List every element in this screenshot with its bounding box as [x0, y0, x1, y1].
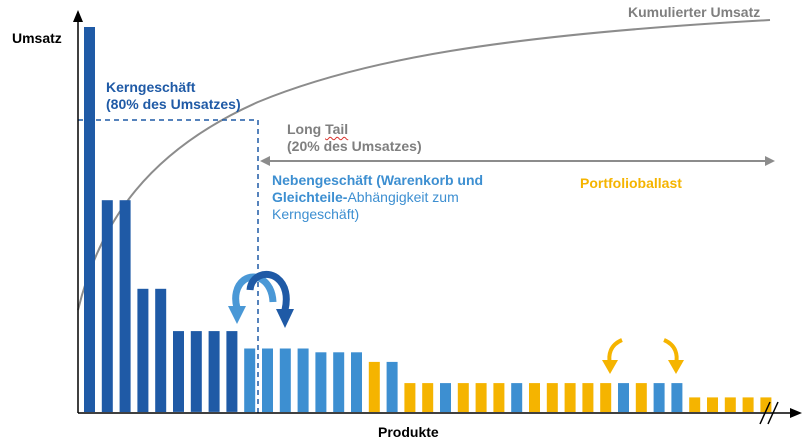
bar-5 — [155, 288, 167, 412]
secondary-business-line3: Kerngeschäft) — [272, 206, 360, 222]
portfolio-ballast-label: Portfolioballast — [580, 175, 682, 191]
secondary-business-bold-part: Gleichteile- — [272, 189, 348, 205]
bar-30 — [600, 383, 612, 412]
long-tail-share: (20% des Umsatzes) — [287, 138, 422, 154]
bar-10 — [244, 348, 256, 412]
bar-3 — [119, 200, 131, 412]
long-tail-range-arrow — [260, 156, 775, 166]
bar-36 — [707, 397, 718, 412]
bar-18 — [386, 361, 398, 412]
long-tail-title: Long Tail — [287, 121, 348, 138]
circular-arrow-dark — [246, 271, 294, 328]
bar-31 — [618, 383, 629, 412]
portfolio-arrow-left — [602, 338, 623, 374]
circular-arrow-light — [228, 273, 277, 324]
bar-8 — [208, 331, 220, 412]
bar-39 — [760, 397, 772, 412]
bar-20 — [422, 383, 434, 412]
bar-26 — [529, 383, 540, 412]
bar-22 — [457, 383, 469, 412]
bar-1 — [84, 27, 95, 412]
bar-25 — [511, 383, 523, 412]
bar-19 — [404, 383, 416, 412]
x-axis-label: Produkte — [378, 424, 439, 440]
bar-14 — [315, 352, 327, 412]
bar-28 — [564, 383, 576, 412]
bar-13 — [297, 348, 309, 412]
bar-group — [84, 27, 772, 412]
bar-4 — [137, 288, 149, 412]
bar-2 — [101, 200, 113, 412]
bar-29 — [582, 383, 594, 412]
axis-break-mark — [759, 401, 779, 425]
bar-37 — [724, 397, 736, 412]
curve-label: Kumulierter Umsatz — [628, 4, 761, 20]
bar-34 — [671, 383, 683, 412]
bar-11 — [262, 348, 273, 412]
long-tail-word-1: Long — [287, 121, 322, 137]
bar-38 — [742, 397, 754, 412]
bar-15 — [333, 352, 345, 412]
bar-23 — [475, 383, 487, 412]
bar-12 — [279, 348, 291, 412]
cumulative-revenue-curve — [77, 19, 771, 311]
bar-17 — [368, 361, 380, 412]
bar-32 — [635, 383, 647, 412]
bar-7 — [190, 331, 202, 412]
core-business-share: (80% des Umsatzes) — [106, 96, 241, 112]
long-tail-word-2: Tail — [325, 121, 349, 137]
bar-6 — [173, 331, 184, 412]
y-axis — [73, 10, 83, 413]
bar-16 — [351, 352, 362, 412]
bar-33 — [653, 383, 665, 412]
y-axis-label: Umsatz — [12, 30, 62, 46]
bar-35 — [689, 397, 701, 412]
bar-9 — [226, 331, 238, 412]
core-business-title: Kerngeschäft — [106, 79, 196, 95]
bar-21 — [440, 383, 451, 412]
x-axis — [78, 408, 802, 418]
secondary-business-line2: Gleichteile-Abhängigkeit zum — [272, 189, 459, 206]
secondary-business-rest: Abhängigkeit zum — [347, 189, 459, 205]
secondary-business-line1: Nebengeschäft (Warenkorb und — [272, 172, 484, 188]
portfolio-arrow-right — [663, 338, 684, 374]
bar-27 — [546, 383, 558, 412]
bar-24 — [493, 383, 505, 412]
